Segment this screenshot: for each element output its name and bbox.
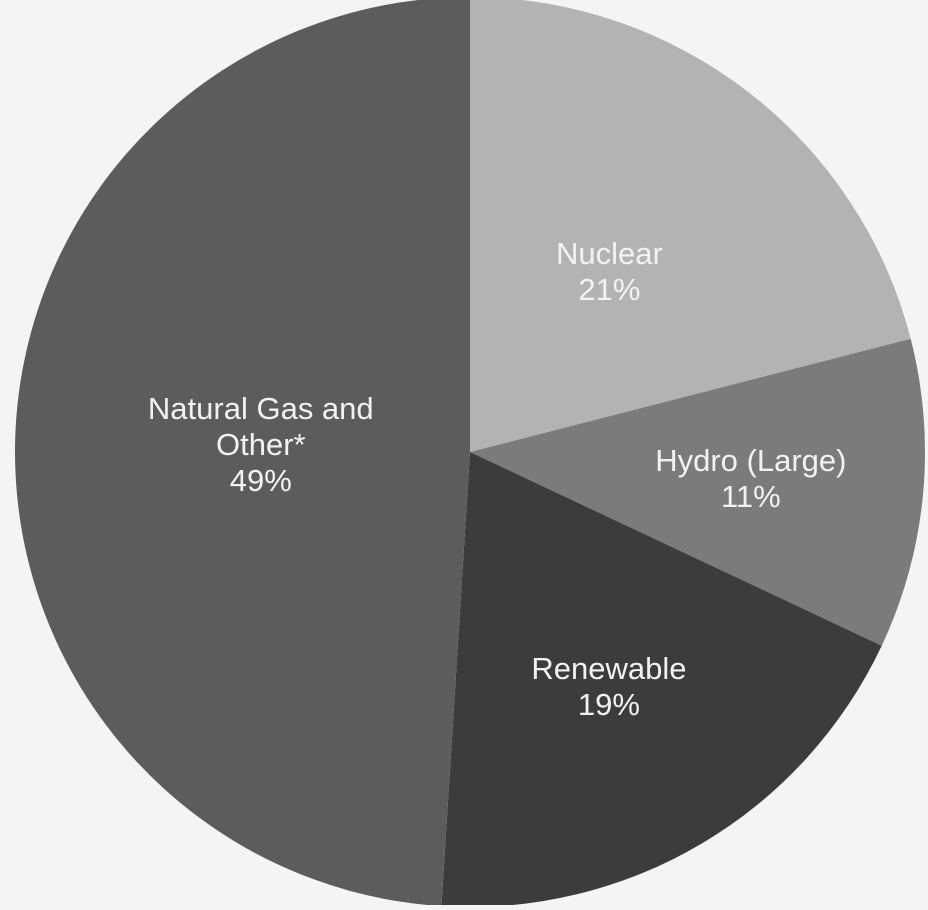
- category-label: Renewable: [531, 650, 687, 686]
- pie-slice: [470, 0, 911, 452]
- category-label: Hydro (Large): [655, 442, 847, 478]
- pie-slice: [470, 338, 926, 646]
- slice-label-box: Hydro (Large) 11%: [621, 409, 881, 549]
- slice-label-box: Nuclear 21%: [499, 202, 719, 342]
- slice-label: Hydro (Large)11%: [621, 409, 881, 549]
- category-label: Natural Gas and Other*: [147, 391, 374, 463]
- pie-slice: [15, 0, 470, 907]
- value-label: 11%: [720, 478, 781, 514]
- slice-label-box: Renewable 19%: [489, 617, 729, 757]
- value-label: 49%: [229, 463, 292, 499]
- pie-slice: [441, 452, 882, 907]
- slice-label-box: Natural Gas and Other* 49%: [146, 375, 376, 515]
- value-label: 19%: [577, 686, 640, 722]
- category-label: Nuclear: [556, 236, 663, 272]
- slice-label: Natural Gas and Other*49%: [146, 375, 376, 515]
- value-label: 21%: [578, 272, 641, 308]
